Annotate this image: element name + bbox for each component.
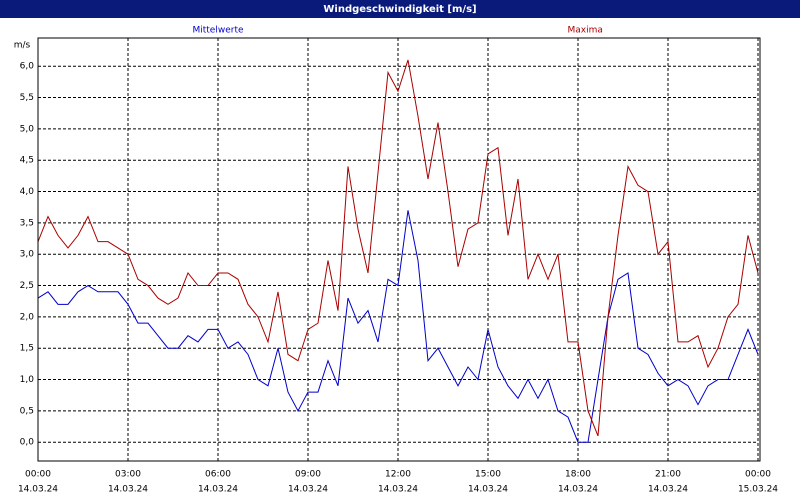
x-tick-label: 18:00 [565,470,591,480]
x-tick-date: 14.03.24 [198,485,238,495]
chart-title: Windgeschwindigkeit [m/s] [323,4,476,15]
x-tick-label: 21:00 [655,470,681,480]
x-tick-date: 14.03.24 [468,485,508,495]
x-tick-date: 14.03.24 [108,485,148,495]
y-tick-label: 2,0 [20,312,35,322]
x-tick-label: 00:00 [25,470,51,480]
y-tick-label: 3,5 [20,218,34,228]
data-line [37,59,759,437]
y-tick-label: 0,5 [20,406,34,416]
x-tick-date: 15.03.24 [738,485,778,495]
x-tick-date: 14.03.24 [648,485,688,495]
x-tick-date: 14.03.24 [558,485,598,495]
y-tick-label: 2,5 [20,281,34,291]
y-tick-label: 0,0 [20,438,35,448]
y-tick-label: 1,0 [20,375,35,385]
title-bar [0,0,800,18]
data-line [37,210,759,443]
y-axis-unit: m/s [14,41,31,51]
x-tick-label: 12:00 [385,470,411,480]
x-tick-label: 06:00 [205,470,231,480]
x-tick-date: 14.03.24 [18,485,58,495]
x-tick-label: 15:00 [475,470,501,480]
y-tick-label: 5,0 [20,124,35,134]
x-tick-date: 14.03.24 [288,485,328,495]
y-tick-label: 5,5 [20,93,34,103]
x-tick-label: 03:00 [115,470,141,480]
y-tick-label: 6,0 [20,62,35,72]
plot-border [37,37,761,462]
x-tick-label: 09:00 [295,470,321,480]
legend-label: Maxima [568,26,603,36]
y-tick-label: 3,0 [20,250,35,260]
y-tick-label: 4,5 [20,156,34,166]
legend-label: Mittelwerte [192,26,243,36]
x-tick-date: 14.03.24 [378,485,418,495]
plot-area [37,37,761,462]
x-tick-label: 00:00 [745,470,771,480]
y-tick-label: 4,0 [20,187,35,197]
y-tick-label: 1,5 [20,344,34,354]
